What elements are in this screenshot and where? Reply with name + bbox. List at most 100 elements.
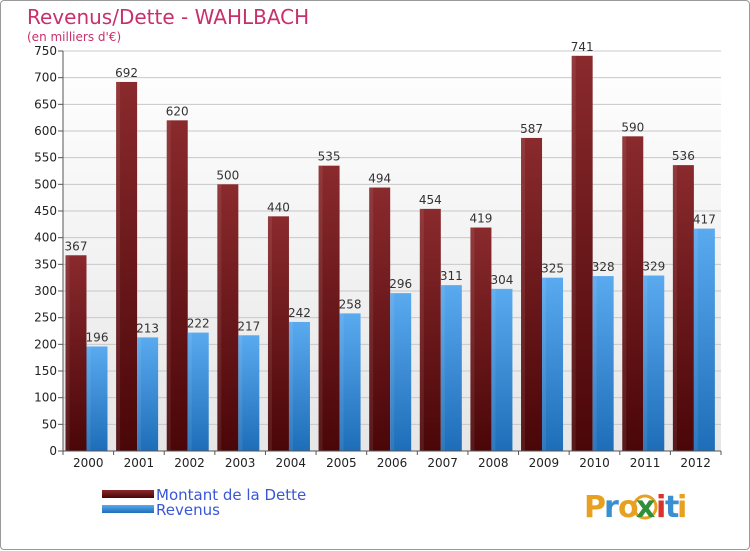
bar-dette-2008 (470, 227, 492, 451)
bar-revenus-highlight (491, 288, 496, 451)
bar-dette-2001 (116, 81, 138, 451)
bar-dette-2007 (419, 208, 441, 451)
y-tick-label: 50 (42, 417, 57, 431)
data-label-revenus: 296 (389, 277, 412, 291)
data-label-dette: 741 (571, 40, 594, 54)
y-tick-label: 600 (34, 124, 57, 138)
y-tick-label: 300 (34, 284, 57, 298)
x-tick-label: 2001 (124, 456, 155, 470)
logo-letter: o (618, 490, 639, 525)
data-label-dette: 500 (216, 168, 239, 182)
y-tick-label: 700 (34, 71, 57, 85)
data-label-revenus: 213 (136, 321, 159, 335)
bar-revenus-highlight (643, 275, 648, 451)
bar-revenus-2010 (592, 276, 614, 451)
data-label-revenus: 242 (288, 306, 311, 320)
bar-revenus-highlight (187, 332, 192, 451)
y-tick-label: 650 (34, 97, 57, 111)
data-label-dette: 620 (166, 104, 189, 118)
chart-title: Revenus/Dette - WAHLBACH (27, 5, 309, 29)
bar-dette-2003 (217, 184, 239, 452)
bar-dette-highlight (166, 120, 171, 451)
logo-letter: t (665, 490, 679, 525)
bar-revenus-2011 (643, 275, 665, 451)
bar-revenus-2007 (440, 285, 462, 451)
y-tick-label: 200 (34, 337, 57, 351)
chart-subtitle: (en milliers d'€) (27, 30, 121, 44)
bar-revenus-2008 (491, 288, 513, 451)
data-label-revenus: 304 (490, 273, 513, 287)
data-label-revenus: 328 (592, 260, 615, 274)
bar-dette-2010 (571, 55, 593, 452)
y-tick-label: 750 (34, 44, 57, 58)
y-tick-label: 400 (34, 231, 57, 245)
x-tick-label: 2005 (326, 456, 357, 470)
x-tick-label: 2004 (275, 456, 306, 470)
y-tick-label: 250 (34, 311, 57, 325)
bar-revenus-highlight (86, 346, 91, 451)
x-tick-label: 2006 (377, 456, 408, 470)
bar-revenus-2005 (339, 313, 361, 451)
bar-dette-highlight (622, 136, 627, 452)
bar-dette-2011 (622, 136, 644, 452)
x-tick-label: 2009 (529, 456, 560, 470)
bar-dette-highlight (217, 184, 222, 452)
y-tick-labels: 0 50 100 150 200 250 300 350 400 450 500 550 600 650 7… (34, 44, 57, 458)
bar-revenus-highlight (238, 335, 243, 451)
logo-letter: i (677, 490, 687, 525)
data-label-dette: 536 (672, 149, 695, 163)
bar-dette-highlight (419, 208, 424, 451)
bar-revenus-highlight (542, 277, 547, 451)
bar-revenus-2012 (693, 228, 715, 451)
logo-letter: i (656, 490, 666, 525)
bar-revenus-highlight (693, 228, 698, 451)
data-label-revenus: 311 (440, 269, 463, 283)
data-label-dette: 535 (318, 150, 341, 164)
x-tick-label: 2003 (225, 456, 256, 470)
bar-revenus-highlight (339, 313, 344, 451)
proxiti-logo: Pr ox iti (584, 490, 687, 525)
data-label-revenus: 325 (541, 262, 564, 276)
data-label-revenus: 329 (642, 260, 665, 274)
bar-dette-2000 (65, 255, 87, 451)
data-label-revenus: 222 (187, 317, 210, 331)
x-tick-label: 2002 (174, 456, 205, 470)
legend-label-debt: Montant de la Dette (156, 486, 306, 504)
bar-dette-highlight (318, 165, 323, 451)
bar-revenus-2000 (86, 346, 108, 451)
data-label-revenus: 217 (237, 319, 260, 333)
x-tick-label: 2007 (427, 456, 458, 470)
x-tick-label: 2010 (579, 456, 610, 470)
bar-dette-highlight (521, 137, 526, 451)
data-label-dette: 590 (621, 120, 644, 134)
bar-dette-highlight (65, 255, 70, 451)
data-label-dette: 494 (368, 172, 391, 186)
bar-revenus-highlight (137, 337, 142, 451)
data-label-revenus: 417 (693, 213, 716, 227)
y-tick-label: 100 (34, 391, 57, 405)
bar-revenus-2004 (288, 321, 310, 451)
x-tick-label: 2011 (630, 456, 661, 470)
y-tick-label: 450 (34, 204, 57, 218)
y-tick-label: 350 (34, 257, 57, 271)
bar-revenus-highlight (288, 321, 293, 451)
logo-letter: x (636, 490, 655, 525)
bar-dette-highlight (116, 81, 121, 451)
legend-swatch-debt (102, 490, 154, 498)
legend: Montant de la Dette Revenus (102, 486, 306, 519)
x-tick-label: 2012 (680, 456, 711, 470)
bar-revenus-2002 (187, 332, 209, 451)
data-labels: 367 196 692 213 620 222 500 217 440 242 535 258 494 2… (65, 40, 716, 345)
bar-dette-highlight (672, 165, 677, 451)
data-label-dette: 454 (419, 193, 442, 207)
bars (65, 55, 715, 452)
data-label-revenus: 258 (339, 297, 362, 311)
bar-dette-highlight (369, 187, 374, 452)
data-label-dette: 587 (520, 122, 543, 136)
legend-swatch-revenus (102, 505, 154, 513)
x-tick-label: 2000 (73, 456, 104, 470)
logo-letter: r (604, 490, 619, 525)
bar-revenus-2001 (137, 337, 159, 451)
